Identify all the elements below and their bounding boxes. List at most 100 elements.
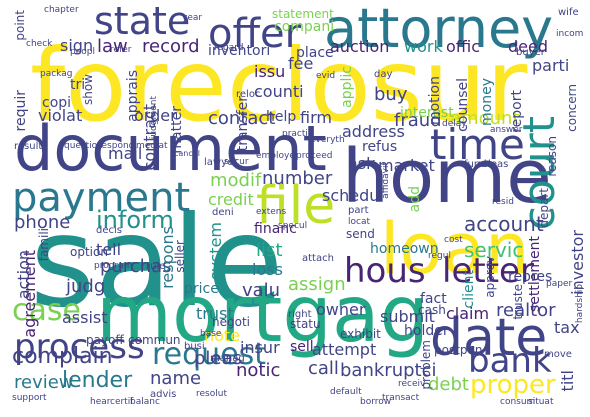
word-cancel: cancel: [174, 149, 200, 158]
word-lender: lender: [62, 368, 133, 393]
word-fraud: fraud: [394, 110, 442, 131]
word-resolut: resolut: [196, 389, 227, 399]
word-certif: certif: [110, 397, 134, 407]
word-parti: parti: [532, 56, 570, 75]
word-work: work: [404, 37, 443, 56]
word-modif: modif: [210, 170, 262, 191]
word-violat: violat: [38, 106, 83, 125]
word-attach: attach: [302, 253, 334, 264]
word-commun: commun: [128, 333, 181, 347]
word-negoti: negoti: [212, 315, 250, 329]
word-apprais: apprais: [125, 70, 141, 122]
word-firm: firm: [300, 108, 332, 127]
word-law: law: [97, 36, 128, 57]
word-ask: ask: [348, 154, 376, 173]
word-paper: paper: [546, 279, 573, 289]
word-time: time: [430, 120, 525, 169]
word-applic: applic: [339, 66, 355, 108]
word-process: process: [14, 327, 145, 367]
word-purchas: purchas: [100, 256, 172, 277]
word-counti: counti: [254, 82, 304, 101]
word-mail: mail: [108, 144, 143, 163]
word-secur: secur: [224, 157, 249, 167]
word-result: result: [14, 141, 43, 152]
word-number: number: [262, 168, 333, 189]
word-everyth: everyth: [310, 135, 345, 145]
word-base: base: [200, 329, 222, 339]
word-extens: extens: [256, 207, 287, 217]
word-system: system: [206, 222, 225, 280]
word-loan: loan: [380, 208, 530, 290]
word-review: review: [14, 372, 74, 393]
word-copi: copi: [42, 95, 72, 111]
word-loss: loss: [252, 260, 283, 279]
word-statement: statement: [272, 7, 334, 21]
word-state: state: [94, 0, 191, 43]
word-attorney: attorney: [324, 0, 554, 60]
word-famili: famili: [37, 228, 51, 262]
word-concern: concern: [565, 84, 579, 132]
word-receiv: receiv: [398, 379, 426, 389]
word-lawyer: lawyer: [204, 157, 238, 168]
word-requir: requir: [13, 90, 29, 132]
word-request: request: [152, 337, 267, 372]
word-offic: offic: [446, 37, 481, 56]
word-repres: repres: [508, 269, 553, 285]
word-evid: evid: [316, 71, 336, 81]
word-auction: auction: [330, 37, 390, 56]
word-send: send: [346, 227, 375, 241]
word-specul: specul: [278, 221, 308, 231]
word-market: market: [378, 156, 435, 175]
word-deni: deni: [212, 207, 234, 218]
word-claim: claim: [446, 304, 490, 323]
word-balanc: balanc: [130, 397, 160, 407]
word-insur: insur: [240, 338, 280, 357]
word-hous: hous: [344, 251, 426, 291]
word-buyer: buyer: [516, 47, 545, 58]
word-issu: issu: [254, 62, 286, 81]
word-credit: credit: [208, 190, 254, 209]
word-delay: delay: [442, 119, 467, 129]
word-reason: reason: [545, 136, 559, 177]
word-valu: valu: [242, 280, 281, 301]
word-statu: statu: [290, 317, 321, 331]
word-payoff: payoff: [86, 333, 124, 347]
word-peopl: peopl: [70, 47, 95, 57]
word-wife: wife: [558, 7, 579, 18]
word-tri: tri: [70, 77, 86, 93]
word-debt: debt: [428, 374, 469, 395]
word-rule: rule: [146, 261, 166, 272]
word-exhibit: exhibit: [340, 327, 381, 341]
word-packag: packag: [40, 69, 73, 79]
word-matter: matter: [169, 106, 185, 154]
word-bank: bank: [468, 341, 552, 381]
word-year: year: [182, 13, 203, 23]
word-judgment: judgment: [149, 96, 159, 140]
word-mortgag: mortgag: [96, 270, 430, 360]
word-cost: cost: [444, 235, 463, 245]
word-homeown: homeown: [370, 241, 439, 257]
word-amount: amount: [450, 108, 520, 129]
word-approv: approv: [483, 256, 497, 298]
word-pleas: pleas: [194, 348, 242, 369]
word-fund: fund: [464, 159, 487, 170]
word-question: question: [64, 141, 103, 151]
word-offer: offer: [208, 11, 302, 57]
word-buy: buy: [374, 84, 408, 105]
word-foreclosur: foreclosur: [30, 27, 528, 144]
word-depart: depart: [537, 188, 551, 228]
word-seller: seller: [173, 240, 187, 273]
word-resid: resid: [492, 197, 514, 207]
word-complain: complain: [12, 344, 113, 369]
word-deed: deed: [508, 37, 548, 56]
word-decis: decis: [96, 225, 122, 236]
word-regard: regard: [214, 43, 244, 53]
word-notic: notic: [236, 360, 281, 381]
word-fee: fee: [288, 54, 314, 73]
word-compani: compani: [274, 19, 335, 35]
word-situat: situat: [528, 397, 554, 407]
word-right: right: [288, 309, 312, 320]
word-postpon: postpon: [434, 343, 483, 357]
word-mediat: mediat: [136, 141, 168, 151]
word-sign: sign: [60, 36, 94, 55]
